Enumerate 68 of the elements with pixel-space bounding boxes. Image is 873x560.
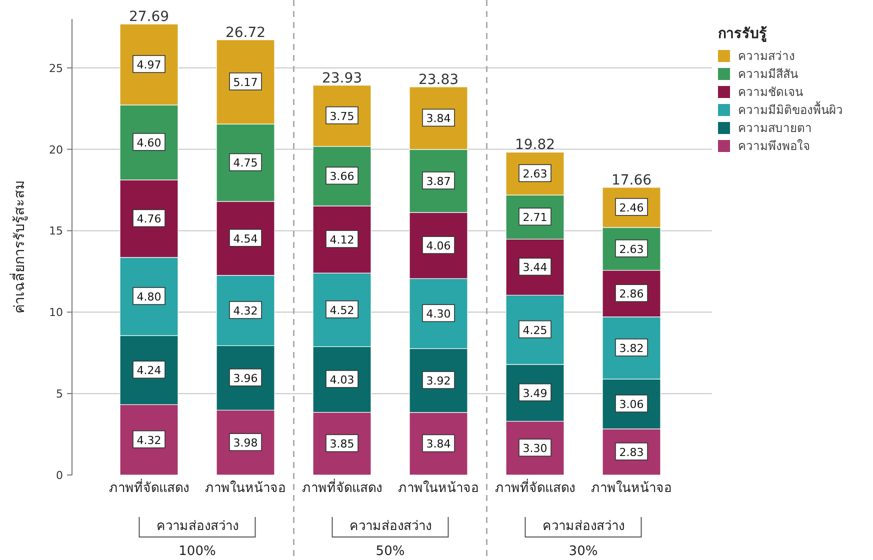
x-tick-label: ภาพที่จัดแสดง — [495, 479, 575, 496]
y-tick-label: 20 — [49, 143, 63, 156]
data-label: 3.98 — [233, 436, 258, 450]
text: 100% — [178, 544, 216, 559]
data-label: 3.44 — [522, 261, 548, 274]
data-label: 4.30 — [426, 308, 451, 321]
data-label: 3.75 — [330, 110, 354, 123]
data-label: 4.52 — [330, 304, 354, 317]
legend-label: ความสว่าง — [738, 49, 795, 63]
text: 50% — [376, 544, 405, 559]
data-label: 3.30 — [522, 442, 548, 456]
data-label: 3.92 — [426, 374, 451, 388]
data-label: 3.06 — [619, 398, 644, 411]
data-label: 2.83 — [619, 446, 644, 459]
text: 30% — [568, 544, 598, 559]
data-label: 3.84 — [426, 438, 451, 451]
total-label: 19.82 — [514, 137, 556, 154]
x-tick-label: ภาพในหน้าจอ — [205, 480, 286, 496]
text: ความส่องสว่าง — [349, 519, 432, 534]
data-label: 4.12 — [330, 234, 354, 247]
data-label: 4.32 — [233, 304, 258, 318]
data-label: 5.17 — [233, 76, 258, 89]
data-label: 2.63 — [619, 242, 644, 256]
legend-label: ความสบายตา — [738, 121, 812, 135]
data-label: 2.46 — [619, 201, 644, 214]
y-axis-title: ค่าเฉลี่ยการรับรู้สะสม — [10, 180, 28, 314]
data-label: 3.84 — [426, 112, 451, 126]
y-tick-label: 0 — [56, 469, 63, 482]
total-label: 26.72 — [225, 24, 266, 41]
x-tick-label: ภาพที่จัดแสดง — [302, 479, 382, 496]
data-label: 3.96 — [233, 372, 258, 385]
data-label: 4.60 — [136, 136, 162, 150]
total-label: 27.69 — [128, 9, 170, 26]
total-label: 23.93 — [322, 70, 362, 86]
data-label: 3.87 — [426, 174, 451, 188]
data-label: 2.71 — [522, 211, 548, 224]
x-tick-label: ภาพในหน้าจอ — [398, 480, 479, 496]
data-label: 4.75 — [233, 156, 258, 170]
data-label: 3.82 — [619, 342, 644, 355]
data-label: 4.54 — [233, 232, 258, 246]
total-label: 23.83 — [418, 72, 459, 88]
x-tick-label: ภาพในหน้าจอ — [591, 480, 672, 496]
data-label: 4.06 — [426, 240, 451, 253]
legend-label: ความมีสีสัน — [738, 67, 798, 81]
data-label: 4.76 — [136, 212, 162, 226]
y-tick-label: 10 — [49, 306, 63, 320]
y-tick-label: 5 — [56, 388, 63, 401]
data-label: 4.80 — [136, 290, 162, 304]
text: ความส่องสว่าง — [542, 519, 624, 534]
legend-label: ความชัดเจน — [738, 85, 803, 99]
legend-label: ความมีมิติของพื้นผิว — [738, 101, 843, 117]
legend-title: การรับรู้ — [718, 26, 767, 42]
data-label: 3.49 — [522, 386, 548, 400]
text: ความส่องสว่าง — [156, 519, 238, 534]
data-label: 4.97 — [136, 58, 162, 72]
data-label: 4.32 — [136, 434, 162, 447]
x-tick-label: ภาพที่จัดแสดง — [109, 479, 189, 496]
legend-label: ความพึงพอใจ — [738, 139, 810, 153]
data-label: 3.66 — [330, 170, 354, 184]
data-label: 4.24 — [136, 364, 162, 378]
data-label: 4.03 — [330, 373, 354, 386]
y-tick-label: 25 — [49, 62, 63, 75]
data-label: 2.86 — [619, 288, 644, 301]
total-label: 17.66 — [611, 172, 652, 188]
y-tick-label: 15 — [49, 224, 63, 238]
data-label: 2.63 — [522, 168, 548, 181]
data-label: 4.25 — [522, 324, 548, 337]
data-label: 3.85 — [330, 438, 354, 451]
